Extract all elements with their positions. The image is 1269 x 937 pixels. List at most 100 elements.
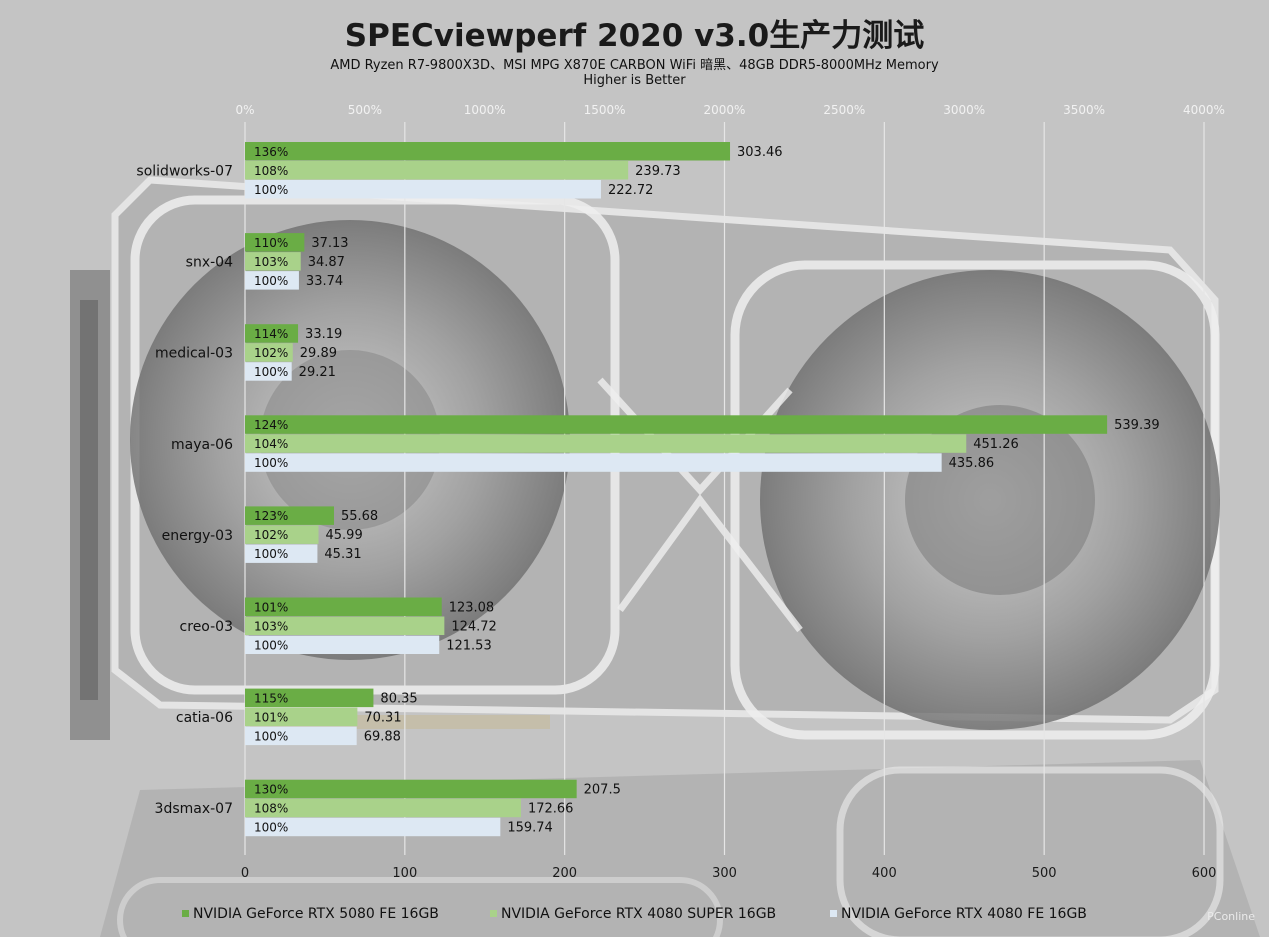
- bar: [245, 180, 601, 199]
- bar: [245, 252, 301, 271]
- legend-label-rtx5080: NVIDIA GeForce RTX 5080 FE 16GB: [193, 906, 439, 922]
- legend-item-rtx4080: NVIDIA GeForce RTX 4080 FE 16GB: [830, 906, 1087, 922]
- x-axis-top-tick-label: 0%: [235, 103, 254, 117]
- bar-value-label: 124.72: [451, 619, 497, 634]
- bar-value-label: 37.13: [311, 236, 348, 251]
- bar-percent-label: 108%: [254, 164, 288, 178]
- bar: [245, 817, 501, 837]
- bar-percent-label: 136%: [254, 145, 288, 159]
- bar: [245, 271, 299, 290]
- bar-value-label: 80.35: [380, 691, 417, 706]
- bar-value-label: 55.68: [341, 509, 378, 524]
- legend-label-rtx4080: NVIDIA GeForce RTX 4080 FE 16GB: [841, 906, 1087, 922]
- bar: [245, 544, 318, 563]
- bar: [245, 142, 731, 161]
- bar-value-label: 29.89: [300, 346, 337, 361]
- bar-value-label: 207.5: [584, 782, 621, 797]
- chart-title: SPECviewperf 2020 v3.0生产力测试: [344, 18, 925, 54]
- bar-percent-label: 100%: [254, 365, 288, 379]
- category-label: solidworks-07: [136, 164, 233, 180]
- bar-percent-label: 101%: [254, 600, 288, 614]
- legend-item-rtx4080super: NVIDIA GeForce RTX 4080 SUPER 16GB: [490, 906, 776, 922]
- bar: [245, 453, 942, 472]
- x-axis-top-tick-label: 3500%: [1063, 103, 1105, 117]
- bar-percent-label: 108%: [254, 801, 288, 815]
- bar-percent-label: 103%: [254, 619, 288, 633]
- category-label: maya-06: [171, 437, 233, 453]
- bar: [245, 161, 629, 180]
- bar-percent-label: 102%: [254, 528, 288, 542]
- x-axis-tick-label: 400: [872, 866, 897, 881]
- bar-percent-label: 110%: [254, 236, 288, 250]
- bar-value-label: 45.31: [324, 547, 361, 562]
- bar-percent-label: 100%: [254, 820, 288, 834]
- bar: [245, 779, 577, 799]
- bar: [245, 415, 1108, 434]
- category-label: medical-03: [155, 346, 233, 362]
- bar-percent-label: 100%: [254, 456, 288, 470]
- bar-value-label: 435.86: [949, 456, 995, 471]
- bar-percent-label: 115%: [254, 691, 288, 705]
- bar-percent-label: 103%: [254, 255, 288, 269]
- bar-value-label: 539.39: [1114, 418, 1160, 433]
- bar-percent-label: 124%: [254, 418, 288, 432]
- bar: [245, 707, 358, 727]
- bar-percent-label: 101%: [254, 710, 288, 724]
- x-axis-tick-label: 200: [552, 866, 577, 881]
- legend-swatch-rtx5080: [182, 909, 189, 917]
- legend-swatch-rtx4080super: [490, 909, 497, 917]
- bar: [245, 343, 293, 362]
- bar: [245, 233, 305, 252]
- bar-percent-label: 123%: [254, 509, 288, 523]
- bar: [245, 506, 334, 525]
- bar-value-label: 121.53: [446, 638, 492, 653]
- bar-value-label: 70.31: [364, 710, 401, 725]
- chart-legend: NVIDIA GeForce RTX 5080 FE 16GB NVIDIA G…: [0, 906, 1269, 928]
- chart-note: Higher is Better: [583, 73, 686, 88]
- legend-label-rtx4080super: NVIDIA GeForce RTX 4080 SUPER 16GB: [501, 906, 777, 922]
- bar-percent-label: 102%: [254, 346, 288, 360]
- category-label: snx-04: [186, 255, 233, 271]
- x-axis-top-tick-label: 1000%: [464, 103, 506, 117]
- bar-percent-label: 100%: [254, 638, 288, 652]
- x-axis-tick-label: 500: [1032, 866, 1057, 881]
- bar: [245, 434, 967, 453]
- bar: [245, 324, 299, 343]
- bar-percent-label: 130%: [254, 782, 288, 796]
- bar-value-label: 172.66: [528, 801, 574, 816]
- watermark-logo: PConline: [1207, 910, 1255, 923]
- bar-value-label: 123.08: [449, 600, 495, 615]
- x-axis-top-tick-label: 4000%: [1183, 103, 1225, 117]
- bar-value-label: 29.21: [299, 365, 336, 380]
- bar-value-label: 33.19: [305, 327, 342, 342]
- bar-percent-label: 100%: [254, 183, 288, 197]
- bar-percent-label: 100%: [254, 274, 288, 288]
- bar: [245, 597, 442, 616]
- category-label: creo-03: [180, 619, 233, 635]
- bar-percent-label: 114%: [254, 327, 288, 341]
- x-axis-top-tick-label: 2500%: [823, 103, 865, 117]
- x-axis-tick-label: 600: [1192, 866, 1217, 881]
- bar-value-label: 33.74: [306, 274, 343, 289]
- x-axis-top-tick-label: 3000%: [943, 103, 985, 117]
- x-axis-tick-label: 0: [241, 866, 249, 881]
- bar-value-label: 34.87: [308, 255, 345, 270]
- bar-value-label: 451.26: [973, 437, 1019, 452]
- bar: [245, 362, 292, 381]
- category-label: 3dsmax-07: [155, 801, 233, 817]
- category-label: energy-03: [162, 528, 233, 544]
- x-axis-tick-label: 100: [392, 866, 417, 881]
- x-axis-top-tick-label: 1500%: [584, 103, 626, 117]
- bar-percent-label: 100%: [254, 729, 288, 743]
- bar: [245, 688, 374, 708]
- bar-value-label: 239.73: [635, 164, 681, 179]
- bar-value-label: 159.74: [507, 820, 552, 835]
- bar: [245, 798, 521, 818]
- bar: [245, 726, 357, 746]
- bar-percent-label: 100%: [254, 547, 288, 561]
- x-axis-tick-label: 300: [712, 866, 737, 881]
- bar-value-label: 45.99: [326, 528, 363, 543]
- bar-value-label: 303.46: [737, 145, 783, 160]
- x-axis-top-tick-label: 500%: [348, 103, 382, 117]
